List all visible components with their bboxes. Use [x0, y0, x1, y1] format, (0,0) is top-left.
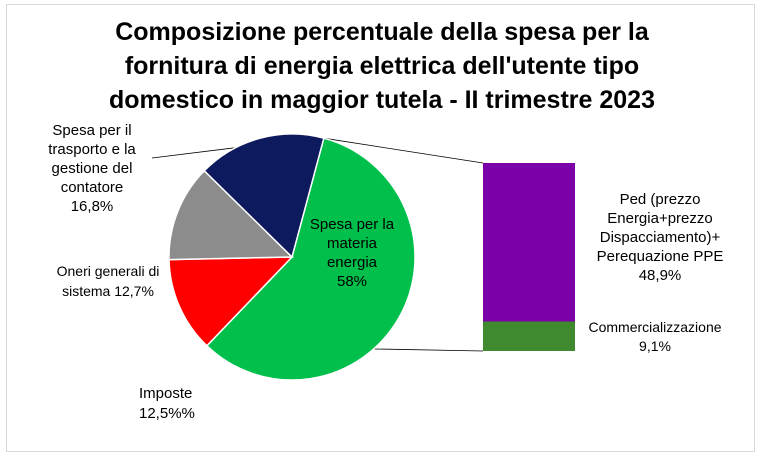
data-label: Spesa per la [310, 216, 395, 233]
connector-line [323, 137, 484, 164]
data-label: Energia+prezzo [607, 210, 712, 227]
data-label: 12,5%% [139, 405, 195, 422]
chart-title-line: fornitura di energia elettrica dell'uten… [125, 52, 639, 80]
bar-segment [483, 163, 575, 322]
data-label: 58% [337, 273, 367, 290]
chart-title-line: domestico in maggior tutela - II trimest… [109, 86, 655, 114]
data-label: 48,9% [639, 267, 682, 284]
data-label: Ped (prezzo [620, 191, 701, 208]
breakdown-bar [483, 163, 575, 351]
data-label: Dispacciamento)+ [600, 229, 721, 246]
data-label: gestione del [52, 160, 133, 177]
bar-segment [483, 321, 575, 351]
chart-title-line: Composizione percentuale della spesa per… [115, 18, 650, 46]
data-label: 16,8% [71, 198, 114, 215]
pie-slice [205, 137, 416, 381]
data-label: energia [327, 254, 378, 271]
data-labels: Spesa per la materia energia 58% Imposte 12,5… [48, 122, 723, 422]
pie-slice [203, 133, 325, 259]
chart-title: Composizione percentuale della spesa per… [109, 18, 655, 114]
data-label: materia [327, 235, 378, 252]
data-label: Perequazione PPE [597, 248, 724, 265]
data-label: 9,1% [639, 338, 671, 354]
data-label: Spesa per il [52, 122, 131, 139]
leader-line [151, 147, 236, 159]
data-label: Oneri generali di [57, 263, 160, 279]
pie-slice [168, 256, 294, 347]
data-label: contatore [61, 179, 124, 196]
data-label: sistema 12,7% [62, 283, 154, 299]
pie-slice [168, 169, 294, 261]
pie [168, 133, 416, 381]
data-label: Commercializzazione [588, 319, 721, 335]
data-label: trasporto e la [48, 141, 136, 158]
data-label: Imposte [139, 385, 192, 402]
